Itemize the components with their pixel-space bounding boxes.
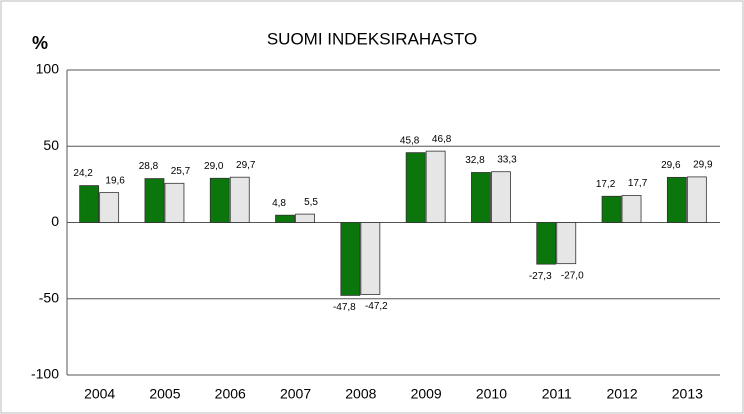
- y-tick-label: 50: [43, 137, 59, 153]
- bar: [209, 177, 230, 223]
- bar: [405, 152, 426, 223]
- value-label: 29,0: [204, 161, 224, 172]
- value-label: 46,8: [432, 134, 452, 145]
- chart-title: SUOMI INDEKSIRAHASTO: [267, 29, 477, 48]
- value-label: -27,0: [561, 270, 584, 281]
- x-tick-label: 2005: [149, 386, 180, 402]
- bar: [164, 182, 185, 223]
- bar: [471, 172, 491, 223]
- value-label: 5,5: [304, 197, 318, 208]
- x-tick-label: 2013: [672, 386, 703, 402]
- y-tick-label: -100: [31, 366, 59, 382]
- bar: [686, 176, 707, 223]
- x-tick-label: 2012: [606, 386, 637, 402]
- value-label: 19,6: [105, 175, 125, 186]
- bar: [666, 176, 687, 223]
- x-tick-label: 2004: [84, 386, 115, 402]
- value-label: -27,3: [529, 271, 552, 282]
- value-label: 45,8: [400, 135, 420, 146]
- bar: [99, 192, 120, 223]
- bar: [621, 195, 642, 223]
- bar: [295, 213, 315, 223]
- bar: [79, 185, 100, 223]
- x-tick-label: 2010: [476, 386, 507, 402]
- x-tick-label: 2007: [280, 386, 311, 402]
- value-label: 25,7: [171, 166, 191, 177]
- bar: [425, 150, 446, 223]
- value-label: 4,8: [272, 198, 286, 209]
- y-tick-label: 100: [36, 61, 60, 77]
- x-tick-label: 2008: [345, 386, 376, 402]
- value-label: 28,8: [139, 161, 159, 172]
- y-tick-label: 0: [51, 213, 59, 229]
- x-tick-label: 2009: [411, 386, 442, 402]
- value-label: 17,2: [596, 179, 616, 190]
- x-tick-label: 2011: [542, 386, 572, 402]
- value-label: 29,7: [236, 160, 256, 171]
- bar: [144, 178, 165, 223]
- value-label: 17,7: [628, 178, 648, 189]
- value-label: -47,8: [333, 302, 356, 313]
- bar: [536, 222, 557, 265]
- value-label: 29,9: [693, 160, 713, 171]
- y-tick-label: -50: [39, 289, 59, 305]
- x-tick-label: 2006: [215, 386, 246, 402]
- value-label: 32,8: [465, 155, 485, 166]
- bar: [556, 222, 577, 265]
- value-label: -47,2: [365, 301, 388, 312]
- value-label: 29,6: [661, 160, 681, 171]
- value-label: 24,2: [73, 168, 93, 179]
- bar: [491, 171, 511, 223]
- value-label: 33,3: [497, 154, 517, 165]
- bar: [340, 222, 361, 296]
- y-axis-label: %: [32, 33, 48, 53]
- bar: [360, 222, 381, 295]
- bar: [601, 195, 622, 223]
- bar: [275, 214, 295, 223]
- bar: [229, 176, 250, 223]
